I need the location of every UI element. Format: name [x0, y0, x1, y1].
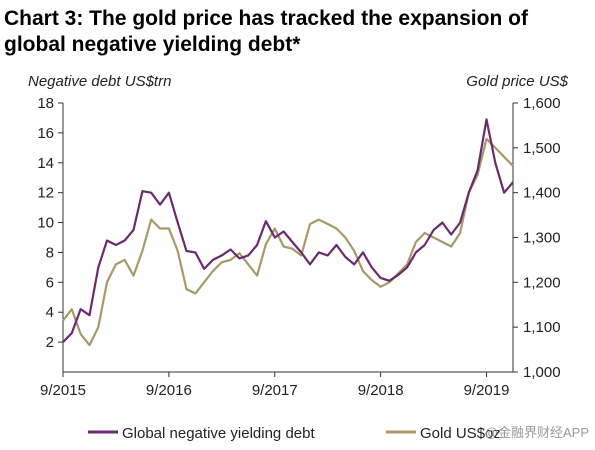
y-left-ticks: 18 16 14 12 10 8 6 4 2 [37, 95, 63, 351]
x-ticks: 9/2015 9/2016 9/2017 9/2018 9/2019 [40, 372, 509, 399]
y-right-tick-label: 1,200 [523, 274, 561, 291]
y-right-tick-label: 1,400 [523, 185, 561, 202]
y-right-tick-label: 1,000 [523, 364, 561, 381]
y-left-tick-label: 6 [46, 274, 54, 291]
y-left-tick-label: 8 [46, 244, 54, 261]
y-left-tick-label: 12 [37, 185, 54, 202]
chart-title: Chart 3: The gold price has tracked the … [4, 7, 528, 56]
y-left-tick-label: 18 [37, 95, 54, 112]
y-right-ticks: 1,600 1,500 1,400 1,300 1,200 1,100 1,000 [513, 95, 561, 381]
x-tick-label: 9/2018 [358, 382, 404, 399]
y-left-tick-label: 16 [37, 125, 54, 142]
y-right-tick-label: 1,600 [523, 95, 561, 112]
watermark-text: @金融界财经APP [485, 425, 589, 440]
y-left-tick-label: 10 [37, 215, 54, 232]
y-left-tick-label: 2 [46, 334, 54, 351]
x-tick-label: 9/2015 [40, 382, 86, 399]
y-right-tick-label: 1,500 [523, 140, 561, 157]
y-right-tick-label: 1,300 [523, 230, 561, 247]
legend-label-negative-debt: Global negative yielding debt [122, 425, 315, 442]
y-left-axis-title: Negative debt US$trn [28, 73, 171, 90]
x-tick-label: 9/2019 [464, 382, 510, 399]
x-tick-label: 9/2016 [146, 382, 192, 399]
series-line-gold [62, 137, 514, 347]
legend: Global negative yielding debt Gold US$oz [88, 425, 501, 442]
series-lines [62, 118, 514, 347]
y-left-tick-label: 14 [37, 155, 54, 172]
legend-label-gold: Gold US$oz [420, 425, 501, 442]
series-line-negative-debt [62, 118, 514, 343]
x-tick-label: 9/2017 [252, 382, 298, 399]
y-left-tick-label: 4 [46, 304, 54, 321]
y-right-axis-title: Gold price US$ [466, 73, 568, 90]
y-right-tick-label: 1,100 [523, 319, 561, 336]
